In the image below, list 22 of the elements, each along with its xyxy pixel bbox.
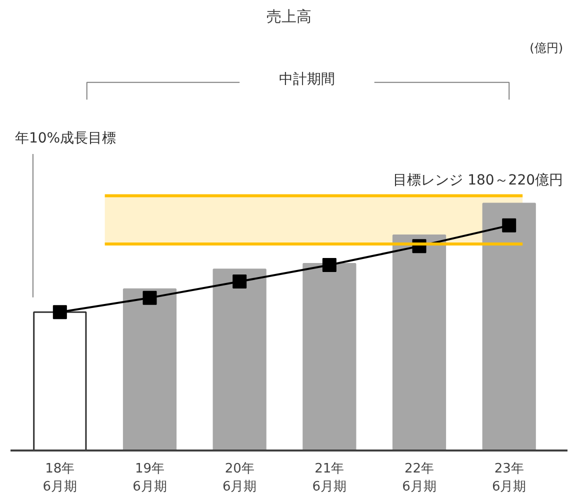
text: 中計期間: [278, 71, 335, 88]
chart-title: 売上高: [266, 8, 312, 26]
bar: [212, 268, 266, 450]
bar: [33, 311, 87, 450]
x-tick-label: 18年 6月期: [42, 462, 78, 494]
x-tick-label: 19年 6月期: [132, 462, 167, 494]
x-tick-label: 20年 6月期: [222, 462, 257, 494]
text: (億円): [530, 41, 564, 56]
bar: [482, 202, 536, 450]
point: [142, 290, 157, 305]
bar: [392, 234, 446, 450]
text: 年10%成長目標: [14, 130, 116, 147]
x-tick-label: 23年 6月期: [492, 462, 526, 494]
x-tick-label: 22年 6月期: [402, 462, 436, 494]
band-label: 目標レンジ 180～220億円: [393, 172, 564, 188]
bar: [122, 288, 177, 450]
point: [232, 274, 247, 289]
bar: [302, 262, 356, 450]
x-tick-label: 21年 6月期: [312, 462, 347, 494]
point: [502, 218, 516, 232]
point: [322, 258, 336, 272]
point: [52, 305, 67, 320]
